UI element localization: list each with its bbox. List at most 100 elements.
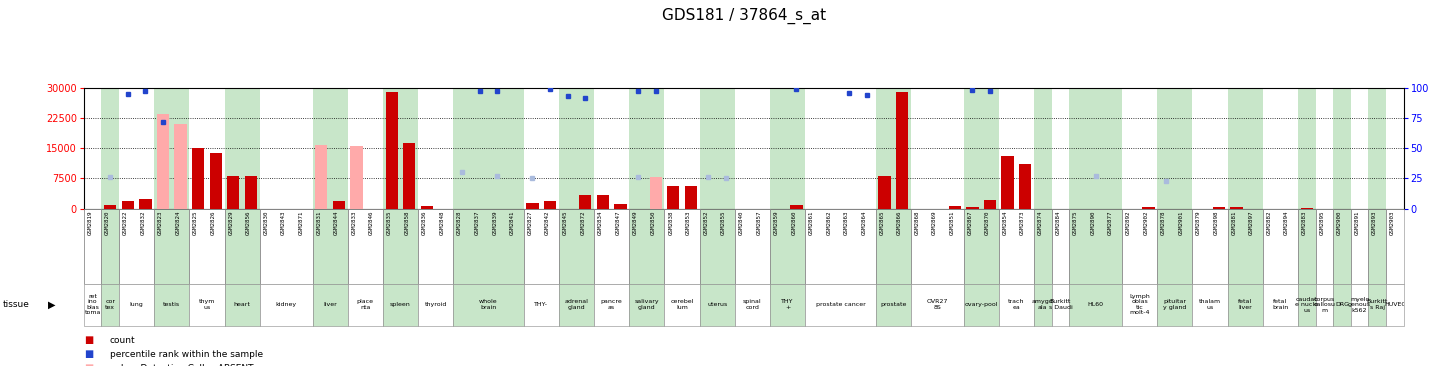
Text: GSM2856: GSM2856 [245, 211, 251, 235]
Bar [104, 205, 117, 209]
Text: ■: ■ [84, 349, 92, 359]
Bar [664, 88, 700, 209]
Bar [1227, 284, 1264, 326]
Bar [1350, 284, 1369, 326]
Text: ■: ■ [84, 335, 92, 346]
Text: GSM2836: GSM2836 [422, 211, 427, 235]
Bar [1227, 88, 1264, 209]
Bar [911, 209, 963, 284]
Text: heart: heart [234, 302, 251, 307]
Bar [1034, 284, 1051, 326]
Text: trach
ea: trach ea [1008, 299, 1025, 310]
Bar [348, 88, 383, 209]
Bar [596, 195, 609, 209]
Text: GSM2849: GSM2849 [632, 211, 638, 235]
Text: GSM2830: GSM2830 [263, 211, 269, 235]
Text: GSM2895: GSM2895 [1320, 211, 1324, 235]
Text: GSM2890: GSM2890 [1090, 211, 1096, 235]
Text: testis: testis [163, 302, 180, 307]
Text: GSM2893: GSM2893 [1372, 211, 1378, 235]
Text: DRG: DRG [1334, 302, 1349, 307]
Bar [224, 88, 260, 209]
Bar [1333, 88, 1350, 209]
Bar [139, 198, 152, 209]
Bar [1333, 209, 1350, 284]
Bar [420, 206, 433, 209]
Text: GSM2851: GSM2851 [950, 211, 954, 235]
Bar [1034, 88, 1051, 209]
Bar [875, 88, 911, 209]
Text: GSM2870: GSM2870 [985, 211, 991, 235]
Bar [155, 284, 189, 326]
Text: value, Detection Call = ABSENT: value, Detection Call = ABSENT [110, 364, 253, 366]
Bar [348, 284, 383, 326]
Bar [260, 284, 312, 326]
Bar [260, 209, 312, 284]
Text: thym
us: thym us [199, 299, 215, 310]
Bar [735, 284, 770, 326]
Bar [155, 209, 189, 284]
Bar [453, 209, 524, 284]
Text: GSM2875: GSM2875 [1073, 211, 1079, 235]
Bar [559, 88, 593, 209]
Bar [1264, 88, 1298, 209]
Bar [1122, 88, 1157, 209]
Text: GSM2833: GSM2833 [351, 211, 357, 235]
Text: GSM2852: GSM2852 [703, 211, 709, 235]
Text: GSM2869: GSM2869 [933, 211, 937, 235]
Bar [1069, 284, 1122, 326]
Bar [118, 209, 155, 284]
Text: GSM2898: GSM2898 [1214, 211, 1219, 235]
Text: GSM2860: GSM2860 [791, 211, 797, 235]
Bar [419, 209, 453, 284]
Text: ret
ino
blas
toma: ret ino blas toma [84, 294, 101, 315]
Bar [684, 187, 697, 209]
Text: GSM2834: GSM2834 [598, 211, 604, 235]
Bar [790, 205, 803, 209]
Text: liver: liver [323, 302, 336, 307]
Bar [1051, 209, 1069, 284]
Bar [1369, 88, 1386, 209]
Bar [700, 209, 735, 284]
Text: GSM2857: GSM2857 [757, 211, 761, 235]
Bar [1193, 88, 1227, 209]
Text: GSM2829: GSM2829 [228, 211, 234, 235]
Text: GSM2863: GSM2863 [845, 211, 849, 235]
Text: thyroid: thyroid [425, 302, 446, 307]
Bar [1298, 88, 1315, 209]
Bar [911, 88, 963, 209]
Bar [735, 209, 770, 284]
Bar [1122, 209, 1157, 284]
Bar [245, 176, 257, 209]
Text: corpus
callosu
m: corpus callosu m [1314, 297, 1336, 313]
Bar [875, 209, 911, 284]
Bar [579, 195, 592, 209]
Bar [1301, 208, 1313, 209]
Text: GSM2879: GSM2879 [1196, 211, 1201, 235]
Text: GSM2871: GSM2871 [299, 211, 303, 235]
Text: GSM2835: GSM2835 [387, 211, 391, 235]
Bar [878, 176, 891, 209]
Text: GSM2847: GSM2847 [615, 211, 621, 235]
Bar [351, 146, 362, 209]
Text: GSM2825: GSM2825 [193, 211, 198, 235]
Bar [614, 204, 627, 209]
Bar [1002, 156, 1014, 209]
Text: GSM2901: GSM2901 [1178, 211, 1184, 235]
Bar [966, 206, 979, 209]
Bar [453, 88, 524, 209]
Bar [189, 209, 224, 284]
Bar [983, 200, 996, 209]
Text: GSM2827: GSM2827 [527, 211, 533, 235]
Bar [1369, 284, 1386, 326]
Text: cor
tex: cor tex [105, 299, 116, 310]
Bar [1157, 209, 1193, 284]
Text: THY-: THY- [534, 302, 549, 307]
Bar [1069, 88, 1122, 209]
Text: GSM2864: GSM2864 [862, 211, 866, 235]
Text: GSM2858: GSM2858 [404, 211, 409, 235]
Text: GSM2881: GSM2881 [1232, 211, 1236, 235]
Bar [84, 284, 101, 326]
Text: cerebel
lum: cerebel lum [670, 299, 693, 310]
Bar [770, 88, 806, 209]
